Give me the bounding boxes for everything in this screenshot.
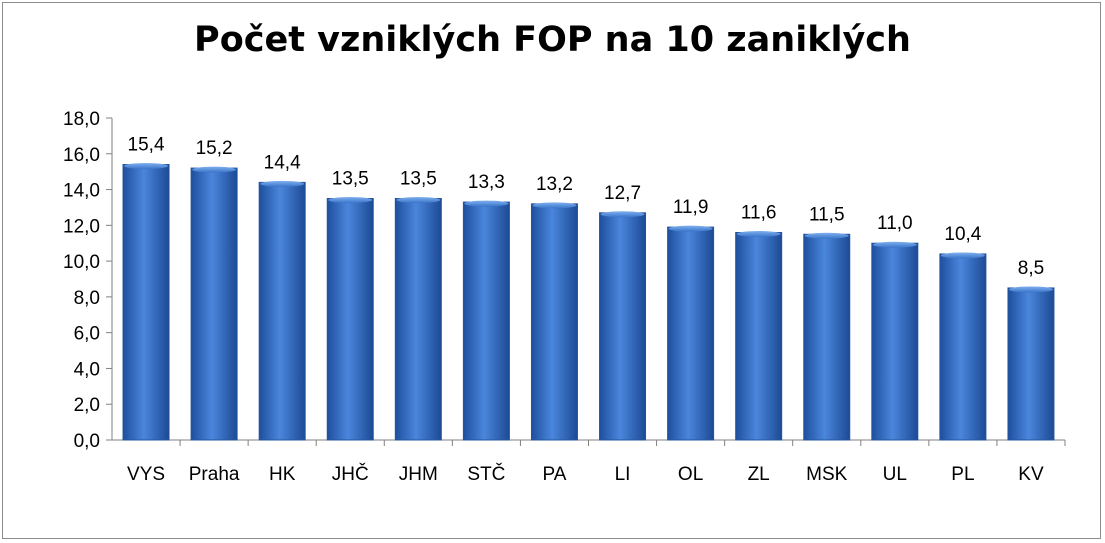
category-label: STČ [467,463,505,485]
y-tick-label: 6,0 [74,324,100,345]
y-tick-label: 16,0 [63,145,100,166]
data-label: 11,9 [673,197,709,218]
bar-li [599,212,647,441]
bar-vys [122,164,170,441]
bar-cap [736,230,781,237]
bar-cap [124,163,169,170]
bar-hk [258,181,306,441]
labels: 15,4 VYS 15,2 Praha 14,4 HK 13,5 JHČ 13,5 JHM 13,3… [127,135,1044,485]
data-label: 13,2 [536,174,573,195]
category-label: PA [542,464,566,485]
category-label: JHČ [332,463,369,485]
y-tick-label: 4,0 [74,359,100,380]
y-tick-label: 14,0 [63,181,100,202]
bar-cap [328,197,373,203]
data-label: 14,4 [264,152,301,173]
bar-pa [530,203,578,441]
bar-cap [872,241,917,248]
bars [122,163,1055,441]
data-label: 11,0 [877,213,913,234]
category-label: MSK [806,464,848,485]
bar-zl [735,231,783,441]
category-label: HK [269,464,296,485]
bar-cap [600,211,645,218]
bar-ul [871,242,919,441]
bar-cap [804,232,849,239]
data-label: 11,6 [741,202,777,223]
category-label: ZL [748,464,770,485]
bar-cap [1008,286,1053,293]
bar-cap [668,225,713,232]
bar-cap [940,252,985,259]
data-label: 13,5 [400,169,437,190]
bar-stč [462,201,510,441]
category-label: OL [678,464,703,485]
data-label: 13,3 [468,172,505,193]
bar-cap [396,197,441,203]
category-label: KV [1018,464,1044,485]
category-label: JHM [399,464,438,485]
y-tick-label: 8,0 [74,288,100,309]
bar-msk [803,233,851,441]
category-label: PL [951,464,974,485]
data-label: 15,4 [128,135,165,156]
category-label: UL [883,464,907,485]
data-label: 15,2 [196,138,233,159]
chart-title: Počet vzniklých FOP na 10 zaniklých [194,20,911,60]
bar-jhč [326,198,374,441]
category-label: VYS [127,464,165,485]
data-label: 11,5 [809,204,845,225]
y-tick-label: 2,0 [74,395,100,416]
bar-cap [260,180,305,187]
category-label: LI [615,464,631,485]
bar-pl [939,253,987,441]
bar-kv [1007,287,1055,441]
bar-ol [667,226,715,441]
bar-cap [532,202,577,209]
data-label: 12,7 [604,183,641,204]
bar-cap [192,166,237,173]
bar-cap [464,200,509,207]
y-tick-label: 12,0 [63,216,100,237]
data-label: 10,4 [944,224,981,245]
category-label: Praha [189,464,240,485]
data-label: 13,5 [332,169,369,190]
y-tick-label: 0,0 [74,431,100,452]
data-label: 8,5 [1018,258,1044,279]
bar-jhm [394,198,442,441]
bar-praha [190,167,238,441]
y-tick-label: 18,0 [63,109,100,130]
y-tick-label: 10,0 [63,252,100,273]
